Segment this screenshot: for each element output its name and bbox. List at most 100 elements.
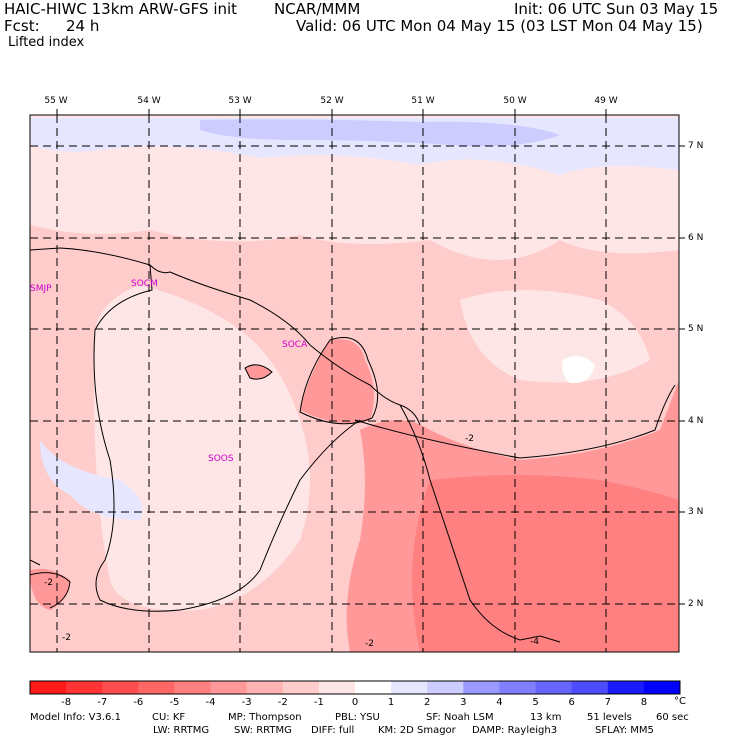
footer-res: 13 km <box>530 712 562 723</box>
colorbar-tick-label: -7 <box>97 697 108 708</box>
colorbar-frame <box>29 680 681 695</box>
colorbar-swatch <box>535 681 573 694</box>
colorbar-swatch <box>607 681 645 694</box>
lon-label: 50 W <box>503 96 527 106</box>
colorbar-swatch <box>282 681 320 694</box>
contour-label: -2 <box>62 633 71 643</box>
contour-label: -2 <box>44 578 53 588</box>
lon-label: 51 W <box>411 96 435 106</box>
lat-label: 7 N <box>688 141 704 151</box>
colorbar-tick-label: 7 <box>604 697 611 708</box>
station-label: SOCA <box>282 340 308 350</box>
colorbar-tick-label: -3 <box>241 697 252 708</box>
colorbar-tick-label: 2 <box>424 697 431 708</box>
org-label: NCAR/MMM <box>274 0 361 18</box>
contour-line <box>30 572 71 609</box>
colorbar-swatch <box>391 681 428 694</box>
init-time: Init: 06 UTC Sun 03 May 15 <box>514 0 719 18</box>
colorbar-tick-label: -5 <box>169 697 180 708</box>
lon-label: 52 W <box>320 96 344 106</box>
colorbar-swatch <box>138 681 175 694</box>
footer-sflay: SFLAY: MM5 <box>595 725 654 736</box>
field-blue-core <box>200 119 560 147</box>
lon-label: 49 W <box>594 96 618 106</box>
field-darkest-se <box>412 475 679 652</box>
colorbar-tick-label: -1 <box>313 697 324 708</box>
footer-levels: 51 levels <box>587 712 632 723</box>
colorbar-tick-label: 8 <box>640 697 648 708</box>
colorbar-tick-label: -6 <box>133 697 144 708</box>
colorbar-tick-label: 1 <box>387 697 395 708</box>
field-blue-west <box>40 440 143 520</box>
graticule <box>30 115 679 652</box>
colorbar-swatch <box>210 681 248 694</box>
colorbar-swatch <box>30 681 67 694</box>
colorbar-tick-label: 3 <box>460 697 467 708</box>
colorbar-tick-label: -8 <box>61 697 72 708</box>
border-west <box>30 559 41 566</box>
colorbar-swatch <box>463 681 500 694</box>
contour-label: -2 <box>365 639 374 649</box>
field-small-patch <box>245 364 272 380</box>
station-label: SOCM <box>131 279 158 289</box>
lon-label: 53 W <box>228 96 252 106</box>
footer-cu: CU: KF <box>152 712 186 723</box>
contour-line <box>244 364 273 380</box>
lat-label: 6 N <box>688 233 704 243</box>
colorbar-tick-label: 5 <box>532 697 539 708</box>
colorbar-tick-label: -4 <box>205 697 216 708</box>
border-brazil <box>399 404 521 641</box>
station-label: SMJP <box>30 284 52 294</box>
colorbar-swatch <box>102 681 139 694</box>
footer-mp: MP: Thompson <box>228 712 302 723</box>
axis-ticks <box>56 109 685 605</box>
footer-timestep: 60 sec <box>656 712 689 723</box>
colorbar-tick-label: 6 <box>568 697 575 708</box>
colorbar-tick-label: 0 <box>351 697 359 708</box>
lat-label: 5 N <box>688 324 704 334</box>
colorbar-swatch <box>246 681 284 694</box>
contour-line <box>299 337 379 425</box>
station-label: SOOS <box>208 454 234 464</box>
footer-model-info: Model Info: V3.6.1 <box>30 712 121 723</box>
colorbar-swatch <box>427 681 464 694</box>
contour-line <box>519 635 561 643</box>
fcst-value: 24 h <box>66 17 100 35</box>
colorbar-swatch <box>571 681 609 694</box>
footer-damp: DAMP: Rayleigh3 <box>472 725 558 736</box>
lon-label: 55 W <box>44 96 68 106</box>
colorbar <box>30 681 681 694</box>
coastline <box>30 247 421 426</box>
lat-label: 2 N <box>688 599 704 609</box>
contour-line <box>354 384 676 459</box>
colorbar-tick-label: -2 <box>277 697 288 708</box>
lat-label: 3 N <box>688 507 704 517</box>
colorbar-unit: °C <box>674 696 686 707</box>
colorbar-swatch <box>66 681 103 694</box>
map-frame <box>29 114 680 653</box>
colorbar-tick-label: 4 <box>496 697 503 708</box>
border-guyana-suriname <box>93 264 361 612</box>
footer-km: KM: 2D Smagor <box>378 725 456 736</box>
model-title: HAIC-HIWC 13km ARW-GFS init <box>4 0 238 18</box>
field-darker-center <box>300 339 374 424</box>
footer-pbl: PBL: YSU <box>335 712 380 723</box>
field-light-east <box>460 290 650 383</box>
footer-sf: SF: Noah LSM <box>426 712 494 723</box>
contour-label: -4 <box>530 637 539 647</box>
valid-time: Valid: 06 UTC Mon 04 May 15 (03 LST Mon … <box>296 17 703 35</box>
colorbar-swatch <box>318 681 356 694</box>
colorbar-swatch <box>643 681 681 694</box>
contour-label: -2 <box>465 434 474 444</box>
colorbar-swatch <box>499 681 537 694</box>
field-darker-sw <box>30 568 70 610</box>
fcst-label: Fcst: <box>4 17 40 35</box>
field-name: Lifted index <box>8 35 85 50</box>
lon-label: 54 W <box>137 96 161 106</box>
colorbar-swatch <box>355 681 392 694</box>
footer-lw: LW: RRTMG <box>153 725 210 736</box>
field-white-patch <box>562 356 595 384</box>
footer-sw: SW: RRTMG <box>234 725 292 736</box>
colorbar-swatch <box>174 681 212 694</box>
